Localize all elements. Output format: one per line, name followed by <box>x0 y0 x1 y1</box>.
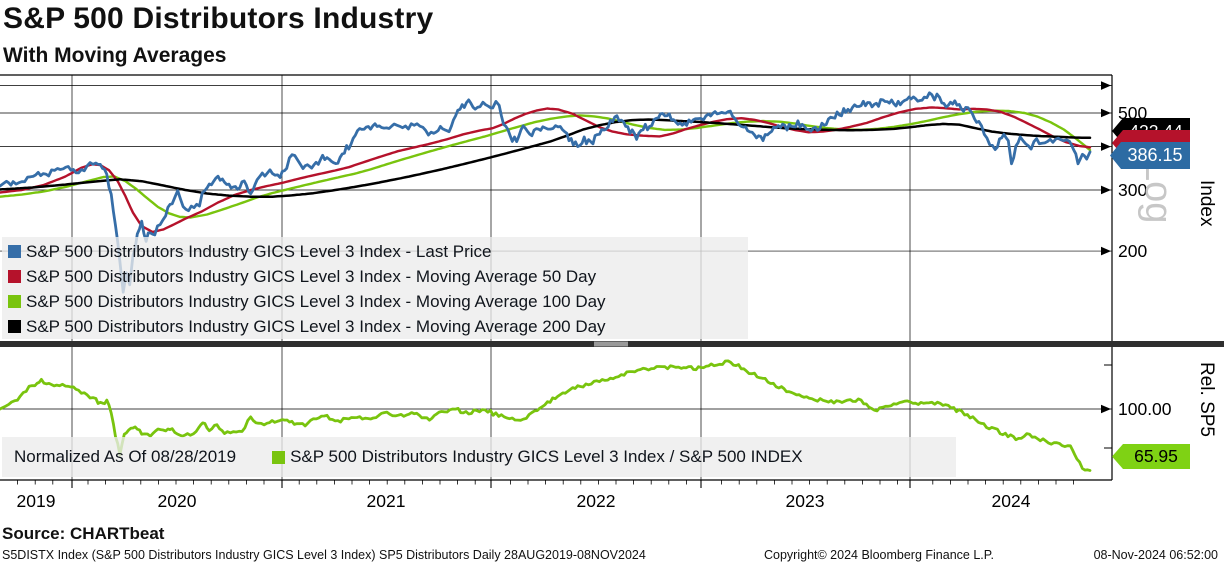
y-tick-label: 100.00 <box>1118 399 1172 419</box>
legend-label: S&P 500 Distributors Industry GICS Level… <box>26 266 597 286</box>
ma50-swatch-icon <box>8 270 21 283</box>
page-subtitle: With Moving Averages <box>3 44 227 67</box>
separator-drag-handle-icon[interactable] <box>594 341 628 347</box>
normalized-note: Normalized As Of 08/28/2019 <box>14 447 237 466</box>
x-tick-label: 2020 <box>158 491 197 511</box>
x-tick-label: 2019 <box>17 491 56 511</box>
series-line <box>0 91 1092 294</box>
legend-label: S&P 500 Distributors Industry GICS Level… <box>26 291 606 311</box>
y-tick-label: 300 <box>1118 180 1147 200</box>
relative-price-tag: 65.95 <box>1112 444 1190 469</box>
lower-legend: Normalized As Of 08/28/2019 S&P 500 Dist… <box>2 437 956 477</box>
main-plot-area[interactable] <box>0 91 1092 294</box>
main-axis-title: Index <box>1196 180 1217 227</box>
series-line <box>0 359 1092 472</box>
legend-label: S&P 500 Distributors Industry GICS Level… <box>26 241 492 261</box>
legend-item-ma50[interactable]: S&P 500 Distributors Industry GICS Level… <box>8 264 748 289</box>
footer-ticker-info: S5DISTX Index (S&P 500 Distributors Indu… <box>2 548 646 562</box>
lower-plot-area[interactable] <box>0 359 1092 472</box>
x-tick-label: 2024 <box>992 491 1031 511</box>
lower-axis-title: Rel. SP5 <box>1196 362 1217 437</box>
legend-label: S&P 500 Distributors Industry GICS Level… <box>26 316 606 336</box>
x-tick-label: 2021 <box>367 491 406 511</box>
footer-timestamp: 08-Nov-2024 06:52:00 <box>1093 548 1218 562</box>
rel-swatch-icon <box>272 450 286 464</box>
page-title: S&P 500 Distributors Industry <box>3 2 434 35</box>
x-tick-label: 2022 <box>577 491 616 511</box>
last-price-tag: 386.15 <box>1110 142 1190 169</box>
y-tick-label: 200 <box>1118 241 1147 261</box>
series-line <box>0 106 1092 234</box>
last-price-swatch-icon <box>8 245 21 258</box>
ma200-swatch-icon <box>8 320 21 333</box>
series-line <box>0 118 1092 198</box>
series-line <box>0 109 1092 219</box>
ma100-swatch-icon <box>8 295 21 308</box>
x-tick-label: 2023 <box>786 491 825 511</box>
main-legend: S&P 500 Distributors Industry GICS Level… <box>2 237 748 339</box>
footer-copyright: Copyright© 2024 Bloomberg Finance L.P. <box>764 548 994 562</box>
legend-item-ma100[interactable]: S&P 500 Distributors Industry GICS Level… <box>8 289 748 314</box>
gridlines <box>0 75 1112 480</box>
log-scale-watermark: Log <box>1137 160 1179 223</box>
chart-frame <box>0 74 1113 488</box>
legend-item-last-price[interactable]: S&P 500 Distributors Industry GICS Level… <box>8 239 748 264</box>
legend-item-ma200[interactable]: S&P 500 Distributors Industry GICS Level… <box>8 314 748 339</box>
legend-label[interactable]: S&P 500 Distributors Industry GICS Level… <box>290 447 803 466</box>
source-line: Source: CHARTbeat <box>2 524 165 543</box>
